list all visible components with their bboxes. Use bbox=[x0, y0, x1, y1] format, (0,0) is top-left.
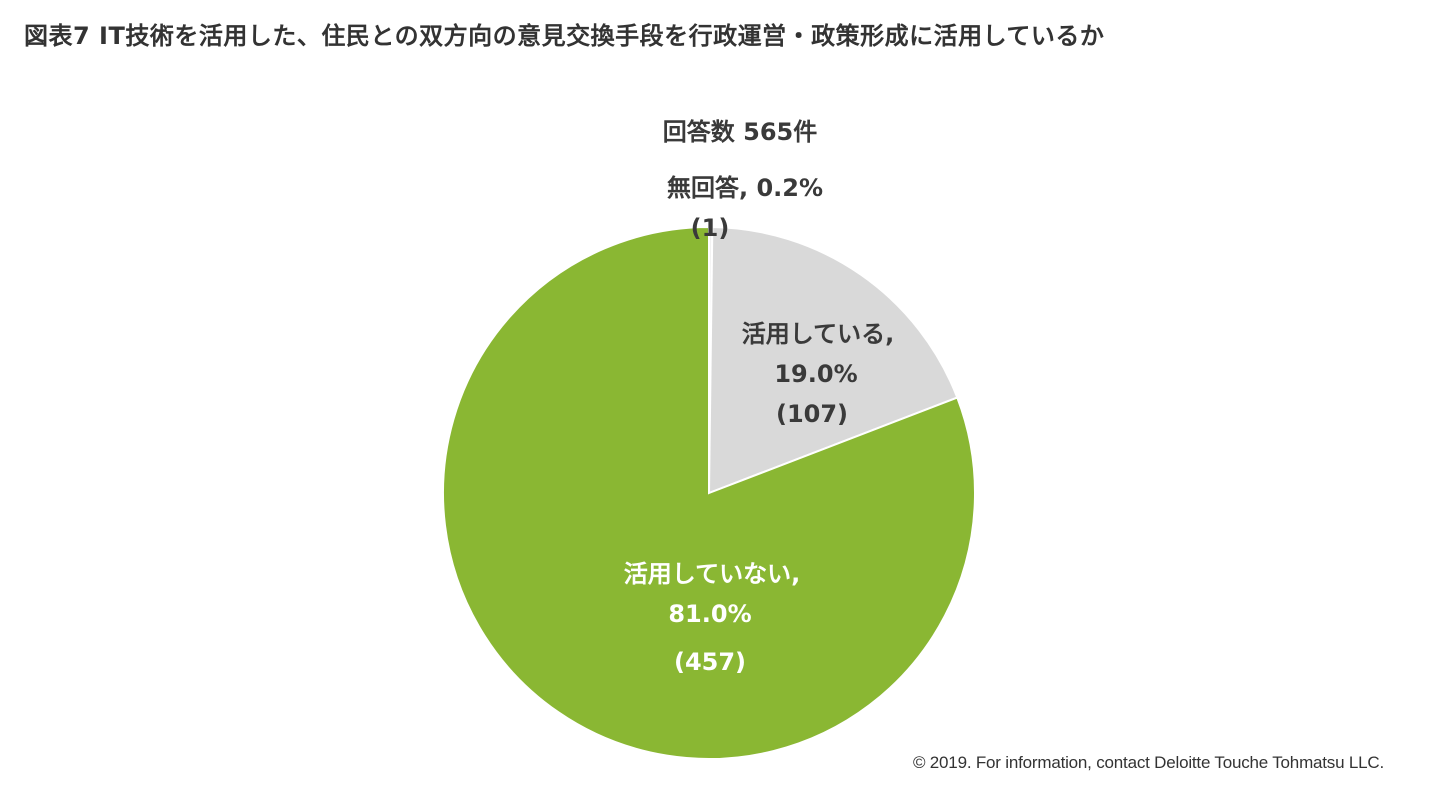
slice-label-using-line2: 19.0% bbox=[774, 360, 857, 388]
chart-subtitle: 回答数 565件 bbox=[663, 118, 817, 146]
slice-label-using-line1: 活用している, bbox=[742, 320, 894, 348]
slice-label-not-using-line3: (457) bbox=[674, 648, 746, 676]
slice-label-not-using-line2: 81.0% bbox=[668, 600, 751, 628]
slice-label-no-answer-line2: (1) bbox=[691, 214, 730, 242]
slice-label-no-answer-line1: 無回答, 0.2% bbox=[667, 174, 823, 202]
figure-title: 図表7 IT技術を活用した、住民との双方向の意見交換手段を行政運営・政策形成に活… bbox=[24, 22, 1105, 50]
slice-label-using-line3: (107) bbox=[776, 400, 848, 428]
slice-label-not-using-line1: 活用していない, bbox=[624, 560, 800, 588]
pie-slice-1 bbox=[707, 226, 959, 495]
pie-slice-2 bbox=[442, 225, 976, 760]
copyright-credit: © 2019. For information, contact Deloitt… bbox=[912, 753, 1384, 772]
slice-labels: 無回答, 0.2% (1) 活用している, 19.0% (107) 活用していな… bbox=[624, 174, 894, 676]
pie-slices bbox=[442, 225, 976, 760]
